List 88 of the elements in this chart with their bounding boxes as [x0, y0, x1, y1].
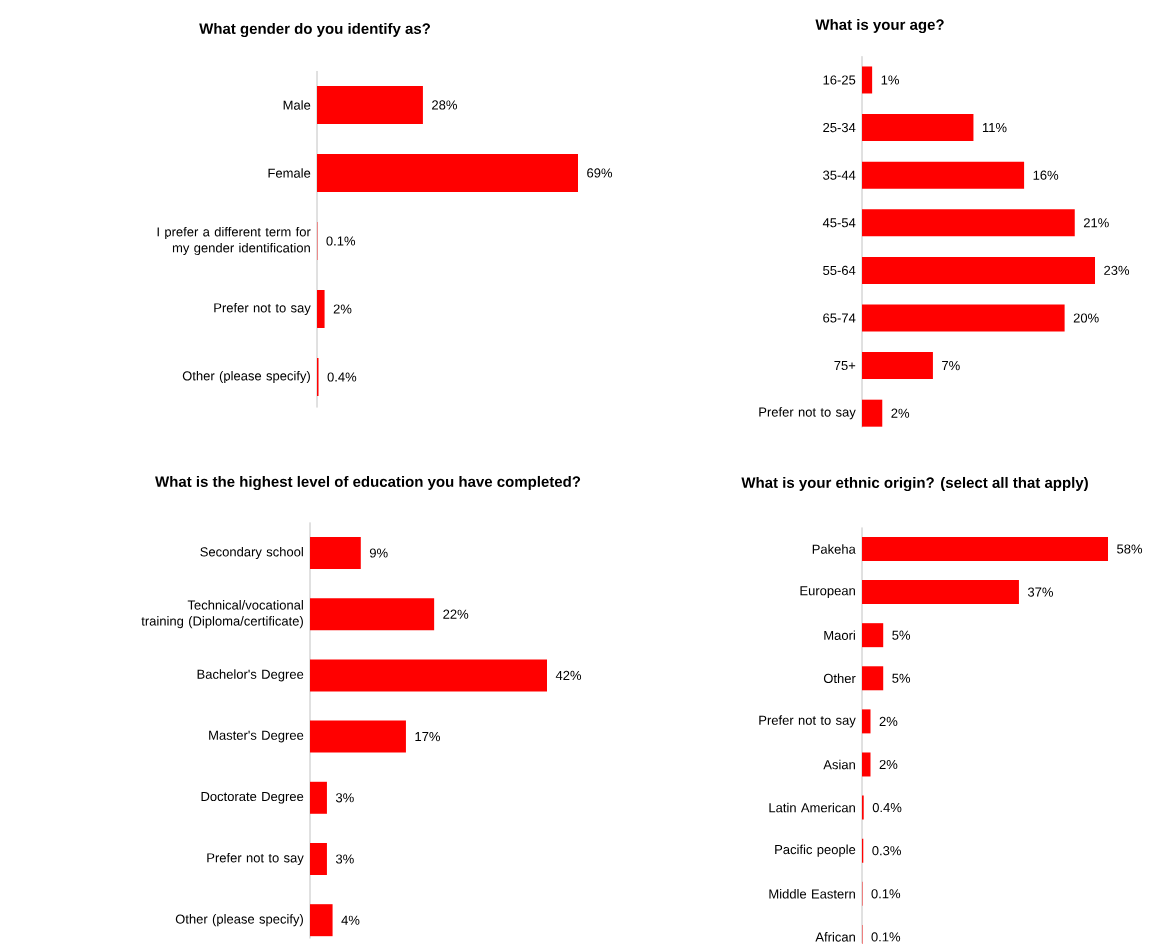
y-tick-label: 45-54	[822, 218, 856, 228]
y-tick-label: Master's Degree	[209, 730, 304, 743]
chart-title: What is your ethnic origin? (select all that apply)	[741, 476, 1088, 491]
data-label: 3%	[335, 854, 354, 864]
bar	[310, 598, 435, 631]
chart-title: What gender do you identify as?	[199, 22, 430, 38]
bar	[862, 209, 1075, 237]
y-tick-label: Latin American	[769, 802, 855, 813]
bar	[862, 66, 873, 94]
bar	[862, 114, 974, 142]
y-tick-label: 16-25	[823, 75, 856, 85]
data-label: 7%	[942, 361, 960, 371]
data-label: 22%	[443, 609, 469, 619]
bar	[862, 536, 1109, 561]
y-tick-label: African	[815, 932, 855, 942]
bar	[310, 720, 406, 753]
bar	[862, 666, 884, 691]
data-label: 2%	[891, 408, 910, 418]
data-label: 23%	[1104, 265, 1130, 275]
bar	[310, 659, 548, 692]
y-tick-label: 25-34	[823, 122, 856, 133]
y-tick-label: Asian	[823, 759, 855, 770]
data-label: 16%	[1033, 170, 1059, 180]
y-tick-label: European	[800, 586, 855, 598]
data-label: 0.4%	[327, 372, 357, 382]
bar	[862, 352, 933, 380]
y-tick-label: Male	[283, 100, 311, 110]
y-tick-label: Technical/vocational training (Diploma/certificate)	[141, 600, 303, 629]
y-tick-label: 55-64	[823, 265, 856, 275]
bar	[862, 752, 871, 777]
data-label: 2%	[879, 716, 898, 726]
y-tick-label: Bachelor's Degree	[197, 669, 304, 682]
data-label: 28%	[432, 100, 457, 110]
data-label: 0.4%	[872, 802, 902, 813]
chart-title: What is your age?	[815, 18, 944, 34]
y-tick-label: Other	[823, 673, 856, 684]
data-label: 37%	[1027, 587, 1054, 597]
bar	[317, 289, 325, 328]
data-label: 0.3%	[872, 846, 901, 856]
bar	[317, 85, 423, 124]
y-tick-label: Other (please specify)	[182, 370, 310, 384]
data-label: 42%	[555, 670, 582, 680]
bar	[310, 842, 327, 875]
bar	[862, 161, 1025, 189]
bar	[310, 536, 361, 569]
bar	[862, 256, 1096, 284]
bar	[862, 399, 883, 427]
y-tick-label: Middle Eastern	[769, 889, 855, 899]
chart-title: What is the highest level of education you have completed?	[155, 475, 581, 490]
data-label: 11%	[982, 123, 1007, 133]
bar	[862, 709, 871, 734]
y-tick-label: 75+	[834, 361, 856, 371]
y-tick-label: Pakeha	[812, 544, 856, 554]
data-label: 2%	[879, 759, 898, 770]
data-label: 0.1%	[871, 932, 901, 942]
y-tick-label: Other (please specify)	[175, 914, 303, 927]
data-label: 1%	[881, 75, 899, 85]
data-label: 58%	[1117, 544, 1143, 554]
data-label: 9%	[369, 548, 388, 558]
y-tick-label: Maori	[824, 630, 855, 640]
data-label: 5%	[892, 673, 911, 683]
bar	[310, 781, 327, 814]
bar	[862, 304, 1065, 332]
bar	[310, 904, 333, 937]
y-tick-label: Doctorate Degree	[201, 791, 304, 804]
y-tick-label: Prefer not to say	[214, 302, 311, 316]
data-label: 69%	[587, 168, 613, 178]
y-tick-label: 35-44	[823, 170, 856, 180]
data-label: 20%	[1073, 313, 1099, 323]
data-label: 4%	[341, 915, 360, 925]
y-tick-label: Female	[268, 168, 311, 178]
y-tick-label: Pacific people	[775, 844, 856, 857]
data-label: 21%	[1083, 218, 1109, 228]
data-label: 3%	[335, 793, 354, 803]
data-label: 2%	[333, 304, 352, 314]
bar	[862, 623, 884, 648]
y-tick-label: Prefer not to say	[759, 715, 856, 728]
bar	[862, 580, 1019, 605]
data-label: 5%	[892, 630, 911, 640]
y-tick-label: 65-74	[823, 313, 856, 323]
y-tick-label: I prefer a different term for my gender identification	[157, 226, 311, 256]
y-tick-label: Prefer not to say	[207, 852, 304, 866]
bar	[317, 153, 578, 192]
data-label: 17%	[415, 732, 440, 742]
data-label: 0.1%	[871, 889, 901, 899]
data-label: 0.1%	[326, 236, 356, 246]
y-tick-label: Secondary school	[200, 546, 303, 560]
y-tick-label: Prefer not to say	[759, 407, 856, 420]
